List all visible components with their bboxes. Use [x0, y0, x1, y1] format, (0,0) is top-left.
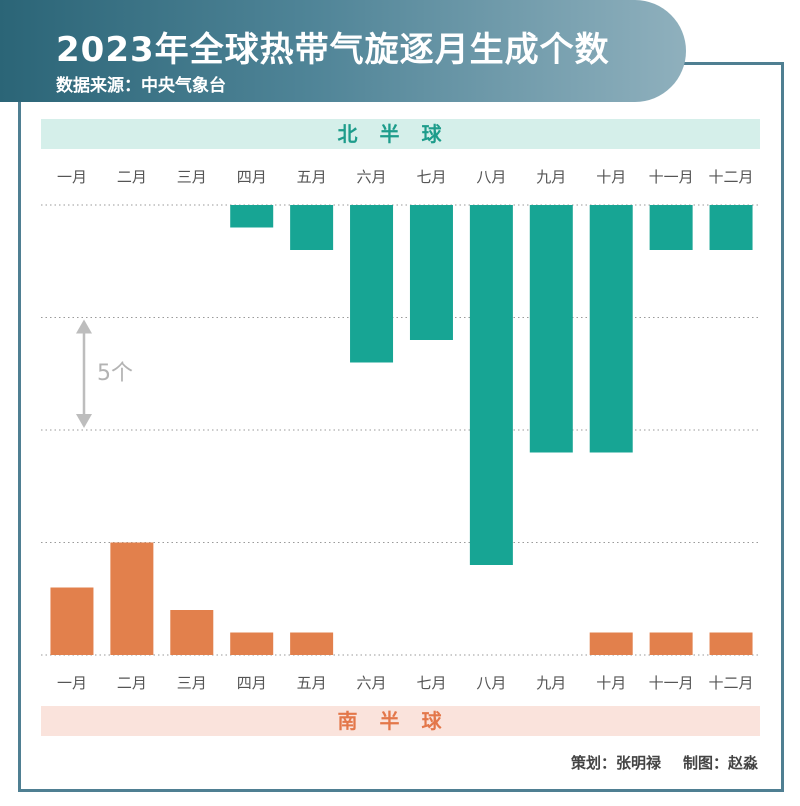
north-bar-5: [290, 205, 334, 250]
north-bar-11: [649, 205, 693, 250]
month-label-bottom-4: 四月: [236, 674, 267, 692]
north-bar-10: [589, 205, 633, 453]
north-bar-9: [529, 205, 573, 453]
month-label-top-8: 八月: [476, 168, 507, 186]
month-label-bottom-3: 三月: [176, 674, 207, 692]
month-label-top-1: 一月: [56, 168, 87, 186]
south-hemisphere-band: 南半球: [41, 706, 760, 736]
month-label-bottom-5: 五月: [296, 674, 327, 692]
month-label-bottom-2: 二月: [116, 674, 147, 692]
month-label-bottom-12: 十二月: [708, 674, 754, 692]
month-label-bottom-8: 八月: [476, 674, 507, 692]
north-bar-6: [350, 205, 394, 363]
month-label-top-11: 十一月: [648, 168, 694, 186]
month-label-bottom-10: 十月: [596, 674, 627, 692]
north-bar-4: [230, 205, 274, 228]
month-label-top-12: 十二月: [708, 168, 754, 186]
month-label-bottom-7: 七月: [416, 674, 447, 692]
month-label-top-10: 十月: [596, 168, 627, 186]
credit-planner: 策划：张明禄: [570, 754, 661, 772]
south-bar-2: [110, 542, 154, 655]
north-hemisphere-band: 北半球: [41, 119, 760, 149]
north-bar-8: [469, 205, 513, 565]
north-bar-7: [409, 205, 453, 340]
data-source: 数据来源：中央气象台: [56, 76, 226, 96]
month-label-top-6: 六月: [356, 168, 387, 186]
scale-label: 5个: [97, 361, 133, 386]
month-label-top-5: 五月: [296, 168, 327, 186]
month-label-top-4: 四月: [236, 168, 267, 186]
month-label-bottom-11: 十一月: [648, 674, 694, 692]
south-bar-12: [709, 632, 753, 655]
month-label-top-3: 三月: [176, 168, 207, 186]
page-title: 2023年全球热带气旋逐月生成个数: [56, 30, 610, 70]
south-bar-10: [589, 632, 633, 655]
south-bar-5: [290, 632, 334, 655]
scale-arrow-down: [76, 414, 92, 428]
south-bars: [50, 542, 753, 655]
month-label-bottom-6: 六月: [356, 674, 387, 692]
scale-indicator: [76, 319, 92, 428]
month-label-top-7: 七月: [416, 168, 447, 186]
month-label-bottom-1: 一月: [56, 674, 87, 692]
north-bar-12: [709, 205, 753, 250]
credits: 策划：张明禄 制图：赵淼: [571, 752, 758, 773]
south-bar-3: [170, 610, 214, 655]
south-bar-1: [50, 587, 94, 655]
month-label-bottom-9: 九月: [536, 674, 567, 692]
month-label-top-9: 九月: [536, 168, 567, 186]
month-label-top-2: 二月: [116, 168, 147, 186]
credit-designer: 制图：赵淼: [682, 754, 758, 772]
north-bars: [230, 205, 753, 565]
south-bar-4: [230, 632, 274, 655]
scale-arrow-up: [76, 319, 92, 334]
south-bar-11: [649, 632, 693, 655]
header-banner: 2023年全球热带气旋逐月生成个数 数据来源：中央气象台: [0, 0, 686, 102]
gridlines: [41, 204, 760, 656]
